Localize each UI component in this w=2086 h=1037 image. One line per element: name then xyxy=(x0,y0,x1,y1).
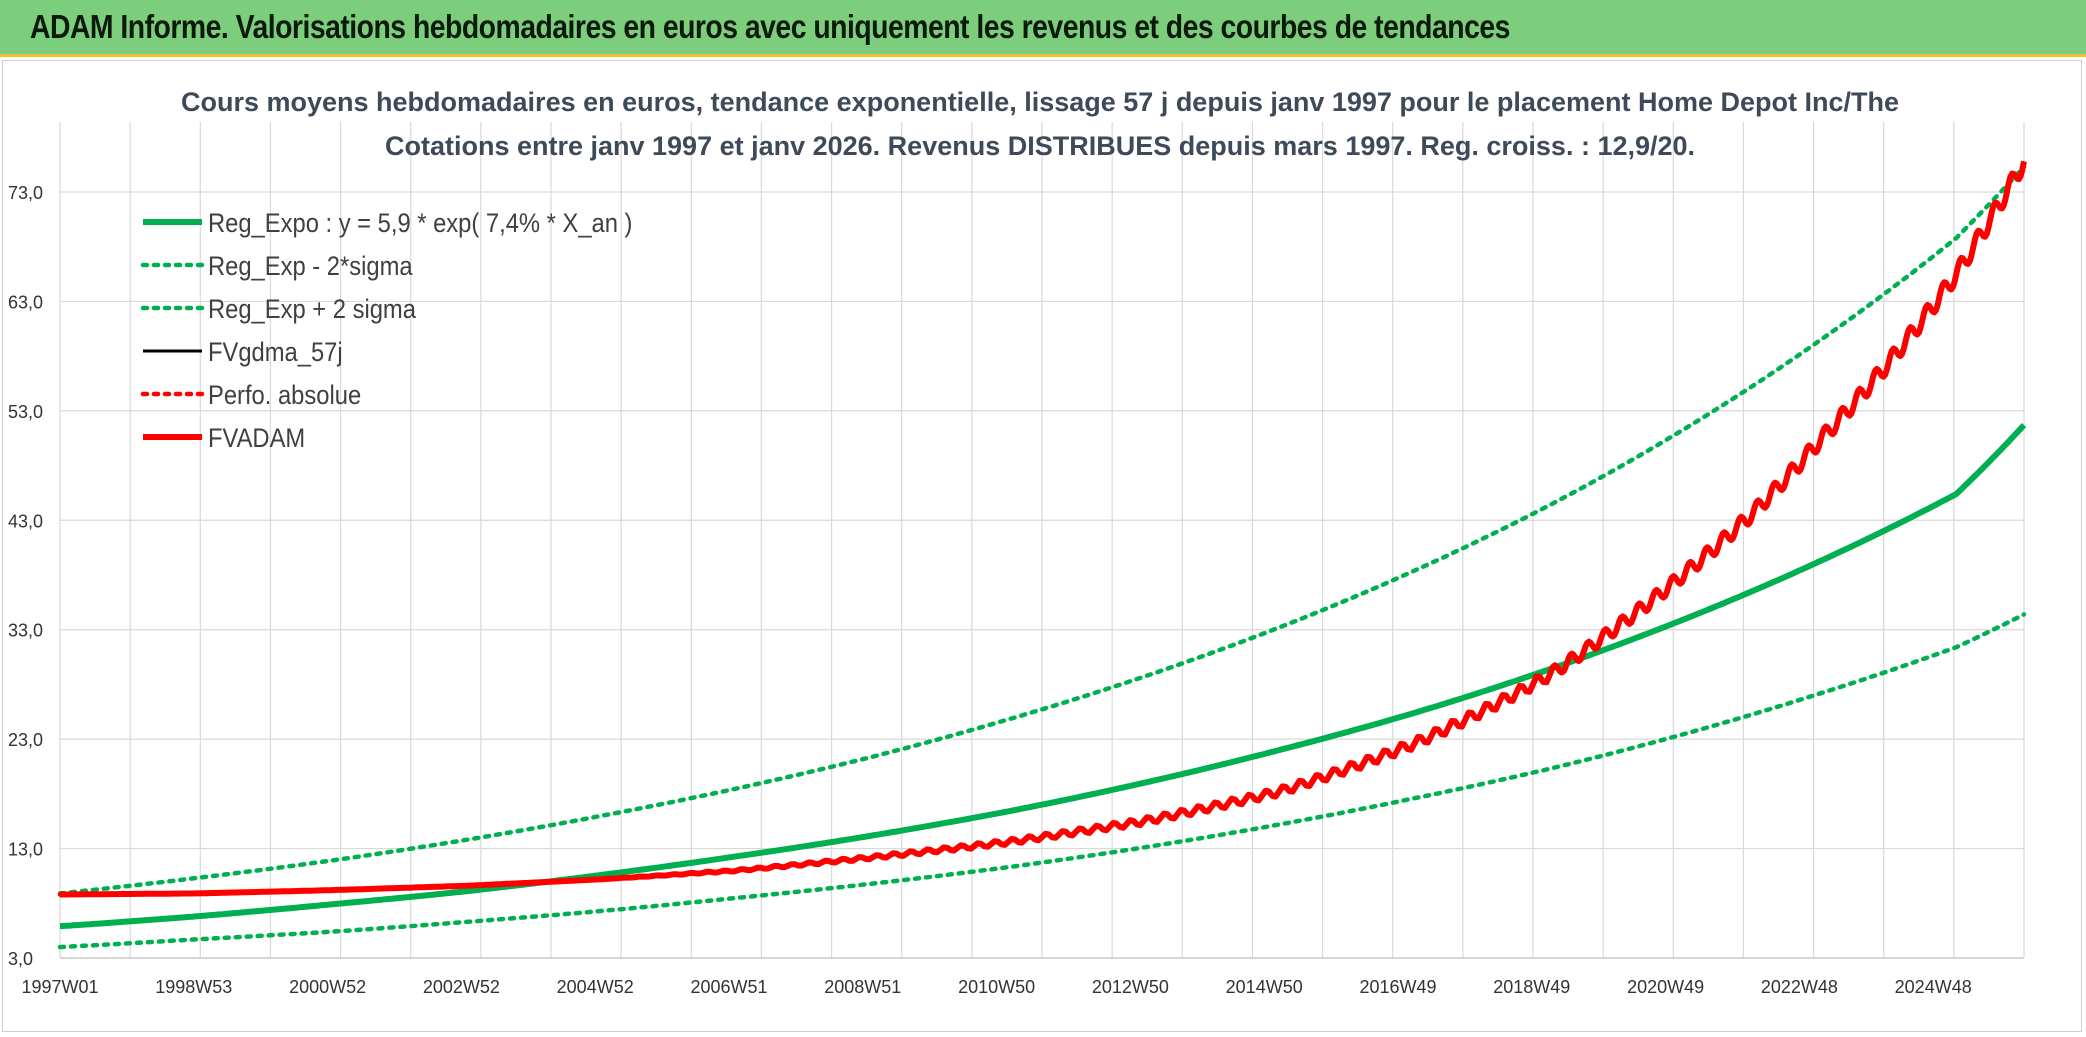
legend: Reg_Expo : y = 5,9 * exp( 7,4% * X_an ) R… xyxy=(140,209,632,454)
x-tick-label: 2014W50 xyxy=(1226,977,1303,997)
legend-label: Reg_Expo : y = 5,9 * exp( 7,4% * X_an ) xyxy=(208,209,632,239)
x-tick-label: 1997W01 xyxy=(21,977,98,997)
x-tick-label: 2004W52 xyxy=(557,977,634,997)
y-tick-label: 73,0 xyxy=(8,183,43,203)
x-tick-label: 2002W52 xyxy=(423,977,500,997)
y-tick-label: 43,0 xyxy=(8,511,43,531)
y-axis-ticks: 3,0 13,0 23,0 33,0 43,0 53,0 63,0 73,0 xyxy=(8,183,43,969)
y-tick-label: 3,0 xyxy=(8,949,33,969)
legend-label: Perfo. absolue xyxy=(208,381,361,411)
series-line-1 xyxy=(59,423,2027,930)
x-tick-label: 2012W50 xyxy=(1092,977,1169,997)
legend-label: Reg_Exp + 2 sigma xyxy=(208,295,417,325)
x-axis-ticks: 1997W01 1998W53 2000W52 2002W52 2004W52 2006W… xyxy=(21,977,1971,997)
series-line-2 xyxy=(57,612,2027,950)
legend-label: Reg_Exp - 2*sigma xyxy=(208,252,413,282)
x-tick-label: 2008W51 xyxy=(824,977,901,997)
x-tick-label: 2010W50 xyxy=(958,977,1035,997)
y-tick-label: 53,0 xyxy=(8,402,43,422)
y-tick-label: 23,0 xyxy=(8,730,43,750)
legend-label: FVADAM xyxy=(208,424,305,454)
legend-label: FVgdma_57j xyxy=(208,338,343,368)
series-line-3 xyxy=(57,164,2027,896)
y-tick-label: 13,0 xyxy=(8,840,43,860)
series-lines xyxy=(57,159,2027,950)
x-tick-label: 2000W52 xyxy=(289,977,366,997)
x-tick-label: 2016W49 xyxy=(1359,977,1436,997)
chart-title-line-2: Cotations entre janv 1997 et janv 2026. … xyxy=(385,131,1695,161)
x-tick-label: 2022W48 xyxy=(1761,977,1838,997)
report-banner: ADAM Informe. Valorisations hebdomadaire… xyxy=(0,0,2086,57)
x-tick-label: 2018W49 xyxy=(1493,977,1570,997)
x-tick-label: 2006W51 xyxy=(690,977,767,997)
chart-title-line-1: Cours moyens hebdomadaires en euros, ten… xyxy=(181,87,1899,117)
x-tick-label: 1998W53 xyxy=(155,977,232,997)
x-tick-label: 2024W48 xyxy=(1895,977,1972,997)
x-tick-label: 2020W49 xyxy=(1627,977,1704,997)
series-line-6 xyxy=(60,160,2027,898)
y-tick-label: 63,0 xyxy=(8,292,43,312)
grid xyxy=(59,122,2025,959)
y-tick-label: 33,0 xyxy=(8,621,43,641)
report-title: ADAM Informe. Valorisations hebdomadaire… xyxy=(30,8,1510,45)
chart-frame xyxy=(2,60,2082,1032)
